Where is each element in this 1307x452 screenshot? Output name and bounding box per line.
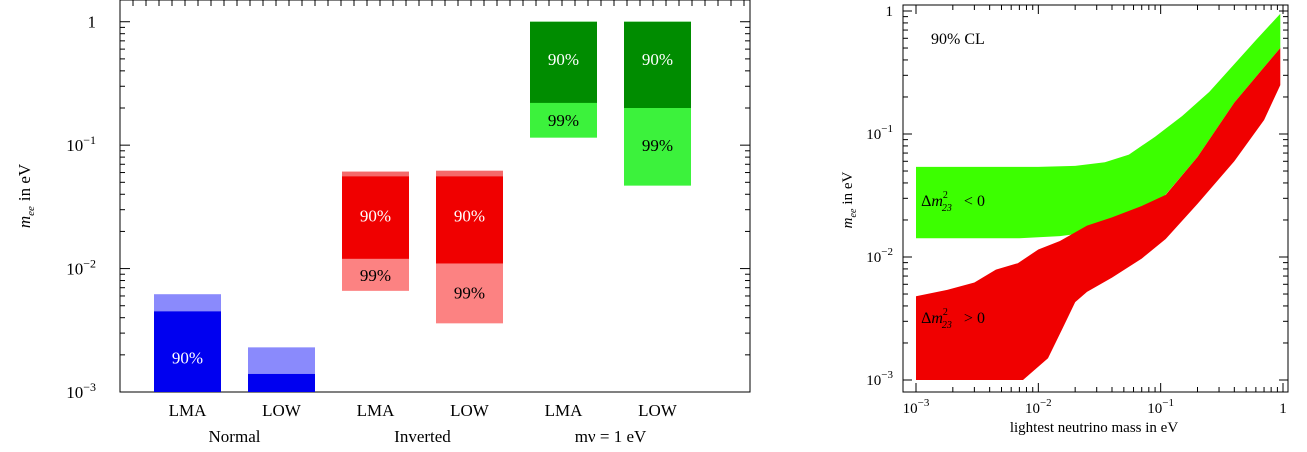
bar-value-label: 99%: [454, 283, 485, 302]
bar-inner-4: [530, 21, 597, 103]
bar-value-label: 99%: [548, 111, 579, 130]
x-tick-label: 1: [1279, 401, 1287, 417]
bar-value-label: 90%: [548, 50, 579, 69]
group-label: Normal: [209, 427, 261, 446]
bar-inner-3: [436, 176, 503, 264]
bar-value-label: 90%: [172, 349, 203, 368]
bar-value-label: 90%: [642, 50, 673, 69]
y-tick-label: 10−2: [866, 246, 893, 266]
bar-inner-5: [624, 21, 691, 109]
x-tick-label: 10−3: [903, 397, 930, 417]
area-chart-regions: [916, 13, 1281, 380]
bar-chart-y-ticks: 10−3 10−2 10−1 1: [66, 0, 750, 402]
bar-inner-2: [342, 176, 409, 259]
series-label: Δm2 23 > 0: [921, 307, 985, 331]
y-tick-label: 10−2: [66, 257, 96, 279]
y-tick-label: 1: [88, 13, 97, 32]
area-chart-x-axis-title: lightest neutrino mass in eV: [1010, 420, 1178, 436]
area-chart-y-axis-title: meein eV: [840, 172, 859, 229]
bar-value-label: 99%: [642, 136, 673, 155]
bar-inner-0: [154, 311, 221, 392]
series-label: Δm2 23 < 0: [921, 190, 985, 214]
group-label: Inverted: [394, 427, 451, 446]
area-chart: 10−3 10−2 10−1 1 10−3 10−2 10−1 1 90% CL Δm2 23 <…: [840, 4, 1289, 436]
area-chart-annotation: 90% CL: [931, 31, 985, 48]
bar-top-strip-2: [342, 171, 409, 177]
y-tick-label: 10−1: [66, 133, 96, 155]
bar-value-label: 90%: [454, 206, 485, 225]
y-tick-label: 10−3: [866, 369, 893, 389]
category-label: LMA: [169, 401, 208, 420]
category-label: LOW: [262, 401, 302, 420]
area-chart-series-labels: Δm2 23 < 0 Δm2 23 > 0: [921, 190, 985, 331]
category-label: LOW: [638, 401, 678, 420]
bar-chart-y-axis-title: meein eV: [15, 163, 37, 228]
region-inverted: [916, 13, 1281, 239]
bar-value-label: 90%: [360, 206, 391, 225]
bar-value-label: 99%: [360, 266, 391, 285]
area-chart-ticks: 10−3 10−2 10−1 1 10−3 10−2 10−1 1: [866, 4, 1288, 417]
y-tick-label: 1: [886, 4, 894, 20]
region-normal: [916, 48, 1281, 380]
bar-chart-bars: [154, 21, 691, 392]
category-label: LMA: [357, 401, 396, 420]
y-tick-label: 10−1: [866, 123, 893, 143]
x-tick-label: 10−1: [1147, 397, 1174, 417]
bar-inner-1: [248, 373, 315, 392]
category-label: LOW: [450, 401, 490, 420]
bar-chart-frame: [119, 0, 751, 393]
y-tick-label: 10−3: [66, 380, 96, 402]
bar-top-strip-3: [436, 170, 503, 177]
category-label: LMA: [545, 401, 584, 420]
group-label: mν = 1 eV: [575, 427, 647, 446]
x-tick-label: 10−2: [1025, 397, 1052, 417]
